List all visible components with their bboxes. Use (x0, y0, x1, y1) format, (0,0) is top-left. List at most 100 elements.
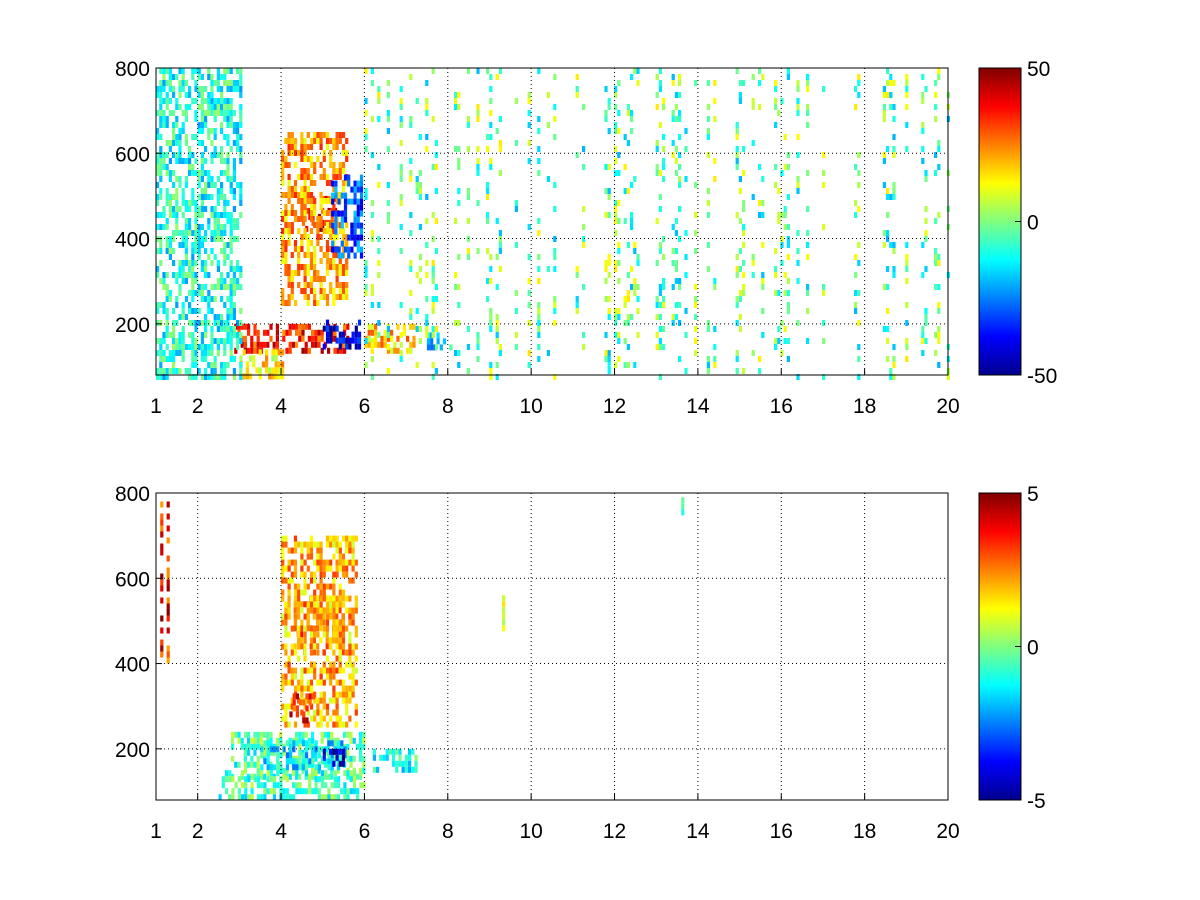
heatmap-cell (780, 320, 784, 326)
heatmap-cell (359, 737, 363, 744)
heatmap-cell (313, 168, 317, 174)
heatmap-cell (332, 264, 336, 270)
heatmap-cell (216, 278, 220, 284)
heatmap-cell (223, 230, 227, 236)
heatmap-cell (359, 186, 364, 193)
heatmap-cell (681, 509, 685, 516)
heatmap-cell (335, 631, 339, 638)
heatmap-cell (937, 302, 941, 308)
heatmap-cell (338, 264, 342, 270)
heatmap-cell (454, 104, 458, 110)
heatmap-cell (165, 314, 169, 320)
heatmap-cell (658, 338, 662, 344)
heatmap-cell (495, 254, 499, 260)
heatmap-cell (282, 773, 286, 780)
heatmap-cell (332, 721, 336, 728)
heatmap-cell (223, 104, 227, 110)
heatmap-cell (489, 368, 493, 374)
heatmap-cell (172, 206, 176, 212)
heatmap-cell (229, 230, 233, 236)
heatmap-cell (181, 350, 185, 356)
heatmap-cell (329, 643, 333, 650)
heatmap-cell (181, 278, 185, 284)
heatmap-cell (325, 637, 329, 644)
heatmap-cell (306, 607, 310, 614)
heatmap-cell (168, 242, 172, 248)
heatmap-cell (735, 350, 739, 356)
heatmap-cell (322, 325, 326, 332)
heatmap-cell (181, 194, 185, 200)
heatmap-cell (314, 749, 318, 756)
heatmap-cell (156, 182, 160, 188)
heatmap-cell (332, 625, 336, 632)
heatmap-cell (349, 761, 353, 768)
heatmap-cell (892, 104, 896, 110)
heatmap-cell (319, 619, 323, 626)
heatmap-cell (329, 337, 333, 344)
heatmap-cell (191, 350, 195, 356)
heatmap-cell (306, 168, 310, 174)
heatmap-cell (188, 272, 192, 278)
heatmap-cell (341, 760, 346, 767)
heatmap-cell (434, 296, 438, 302)
heatmap-cell (409, 308, 413, 314)
heatmap-cell (287, 234, 291, 240)
heatmap-cell (191, 308, 195, 314)
heatmap-cell (335, 697, 339, 704)
heatmap-cell (662, 104, 666, 110)
heatmap-cell (434, 140, 438, 146)
heatmap-cell (409, 170, 413, 176)
heatmap-cell (220, 362, 224, 368)
heatmap-cell (738, 92, 742, 98)
heatmap-cell (285, 347, 289, 354)
heatmap-cell (924, 314, 928, 320)
heatmap-cell (210, 368, 214, 374)
top-heatmap-grid (156, 67, 949, 375)
heatmap-cell (921, 98, 925, 104)
heatmap-cell (265, 355, 269, 362)
heatmap-cell (614, 314, 618, 320)
heatmap-cell (359, 222, 364, 229)
heatmap-cell (213, 134, 217, 140)
heatmap-cell (457, 188, 461, 194)
heatmap-cell (345, 541, 349, 548)
heatmap-cell (300, 132, 304, 138)
heatmap-cell (937, 332, 941, 338)
heatmap-cell (292, 764, 296, 771)
heatmap-cell (333, 335, 337, 342)
heatmap-cell (408, 766, 412, 773)
heatmap-cell (341, 613, 346, 620)
heatmap-cell (774, 98, 778, 104)
heatmap-cell (266, 341, 270, 348)
heatmap-cell (356, 210, 360, 217)
heatmap-cell (269, 788, 273, 795)
heatmap-cell (882, 158, 886, 164)
heatmap-cell (306, 667, 310, 674)
heatmap-cell (293, 144, 298, 150)
heatmap-cell (489, 110, 493, 116)
heatmap-cell (489, 326, 493, 332)
heatmap-cell (210, 140, 214, 146)
heatmap-cell (498, 140, 502, 146)
heatmap-cell (239, 110, 243, 116)
heatmap-cell (281, 156, 285, 162)
heatmap-cell (277, 349, 281, 356)
heatmap-cell (210, 344, 214, 350)
heatmap-cell (311, 731, 315, 738)
heatmap-cell (258, 373, 262, 380)
heatmap-cell (181, 308, 185, 314)
y-tick-label: 200 (115, 314, 150, 337)
heatmap-cell (335, 559, 339, 566)
heatmap-cell (325, 138, 330, 144)
heatmap-cell (352, 770, 357, 777)
heatmap-cell (337, 246, 341, 253)
heatmap-cell (333, 329, 337, 336)
heatmap-cell (495, 332, 499, 338)
heatmap-cell (322, 595, 326, 602)
heatmap-cell (347, 198, 351, 205)
heatmap-cell (319, 673, 323, 680)
heatmap-cell (486, 146, 490, 152)
heatmap-cell (300, 144, 304, 150)
heatmap-cell (175, 188, 179, 194)
heatmap-cell (362, 737, 366, 744)
